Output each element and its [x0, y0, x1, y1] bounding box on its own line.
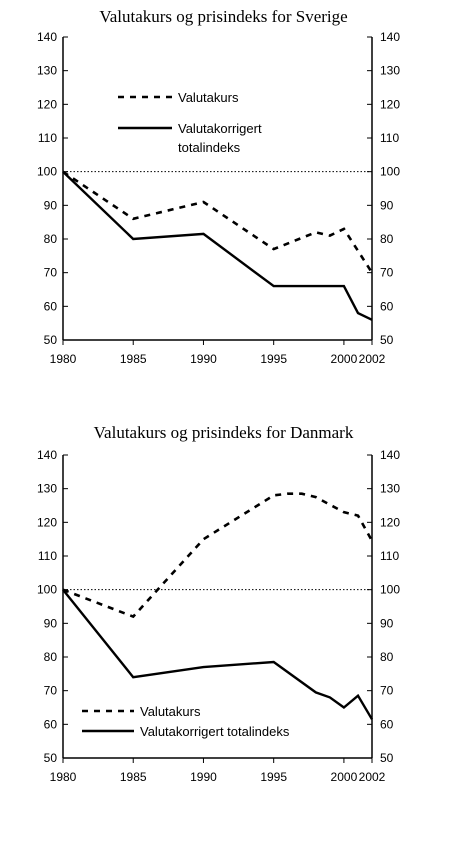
legend-label: Valutakurs — [178, 90, 239, 105]
y-tick-label-left: 90 — [44, 616, 58, 630]
x-tick-label: 1985 — [120, 770, 147, 784]
chart-1: Valutakurs og prisindeks for Sverige 50 50… — [37, 7, 400, 366]
y-tick-label-right: 60 — [380, 717, 394, 731]
y-tick-label-left: 100 — [37, 165, 57, 179]
y-tick-label-left: 140 — [37, 30, 57, 44]
y-tick-label-right: 90 — [380, 198, 394, 212]
y-tick-label-left: 60 — [44, 717, 58, 731]
x-tick-label: 1990 — [190, 352, 217, 366]
y-tick-label-left: 100 — [37, 583, 57, 597]
y-tick-label-right: 100 — [380, 165, 400, 179]
y-tick-label-right: 60 — [380, 299, 394, 313]
y-tick-label-right: 110 — [380, 549, 399, 563]
chart-title: Valutakurs og prisindeks for Sverige — [99, 7, 347, 26]
series-line-valutakurs — [62, 492, 374, 619]
y-tick-label-left: 70 — [44, 266, 58, 280]
y-tick-label-left: 110 — [38, 131, 57, 145]
x-tick-label: 2002 — [359, 352, 386, 366]
y-tick-label-right: 130 — [380, 482, 400, 496]
y-tick-label-right: 70 — [380, 684, 394, 698]
x-tick-label: 1980 — [50, 352, 77, 366]
y-tick-label-left: 80 — [44, 650, 58, 664]
x-tick-label: 1995 — [260, 770, 287, 784]
legend-label: Valutakorrigert totalindeks — [140, 724, 290, 739]
y-tick-label-right: 100 — [380, 583, 400, 597]
y-tick-label-right: 90 — [380, 616, 394, 630]
y-tick-label-left: 130 — [37, 482, 57, 496]
x-tick-label: 1980 — [50, 770, 77, 784]
y-tick-label-left: 90 — [44, 198, 58, 212]
legend: Valutakurs Valutakorrigert totalindeks — [118, 90, 262, 155]
y-tick-label-left: 130 — [37, 64, 57, 78]
y-tick-label-left: 50 — [44, 333, 58, 347]
y-tick-label-right: 80 — [380, 650, 394, 664]
y-tick-label-right: 130 — [380, 64, 400, 78]
y-tick-label-right: 120 — [380, 97, 400, 111]
y-tick-label-left: 120 — [37, 97, 57, 111]
x-tick-label: 2000 — [331, 352, 358, 366]
y-tick-label-left: 120 — [37, 515, 57, 529]
y-tick-label-left: 70 — [44, 684, 58, 698]
legend-label: totalindeks — [178, 140, 241, 155]
series-line-totalindeks — [62, 588, 374, 720]
x-tick-label: 1995 — [260, 352, 287, 366]
x-tick-label: 1985 — [120, 352, 147, 366]
x-tick-label: 2002 — [359, 770, 386, 784]
y-tick-label-left: 80 — [44, 232, 58, 246]
y-tick-label-right: 50 — [380, 333, 394, 347]
chart-2: Valutakurs og prisindeks for Danmark 50 50… — [37, 423, 400, 784]
legend-label: Valutakurs — [140, 704, 201, 719]
y-tick-label-right: 110 — [380, 131, 399, 145]
x-tick-label: 1990 — [190, 770, 217, 784]
y-tick-label-right: 80 — [380, 232, 394, 246]
y-tick-label-left: 60 — [44, 299, 58, 313]
chart-title: Valutakurs og prisindeks for Danmark — [94, 423, 354, 442]
legend: Valutakurs Valutakorrigert totalindeks — [82, 704, 290, 739]
y-tick-label-left: 50 — [44, 751, 58, 765]
series-line-totalindeks — [62, 170, 373, 321]
y-tick-label-right: 140 — [380, 448, 400, 462]
legend-label: Valutakorrigert — [178, 121, 262, 136]
y-tick-label-right: 120 — [380, 515, 400, 529]
y-tick-label-right: 70 — [380, 266, 394, 280]
y-tick-label-left: 110 — [38, 549, 57, 563]
y-tick-label-left: 140 — [37, 448, 57, 462]
y-tick-label-right: 50 — [380, 751, 394, 765]
series-line-valutakurs — [62, 170, 374, 274]
y-tick-label-right: 140 — [380, 30, 400, 44]
x-tick-label: 2000 — [331, 770, 358, 784]
